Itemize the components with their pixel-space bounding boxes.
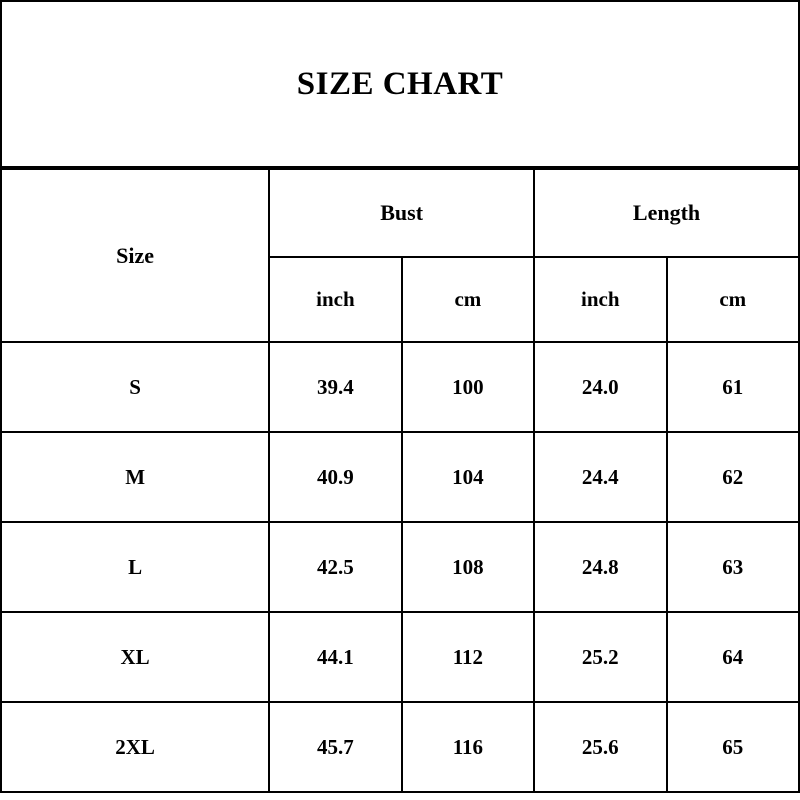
header-group-row: Size Bust Length — [0, 168, 800, 343]
cell-size: 2XL — [0, 701, 271, 793]
cell-bust-inch: 42.5 — [268, 521, 403, 613]
cell-length-cm: 62 — [665, 431, 800, 523]
cell-length-inch: 25.6 — [533, 701, 668, 793]
cell-size: M — [0, 431, 271, 523]
col-group-bust: Bust — [268, 168, 536, 258]
cell-size: XL — [0, 611, 271, 703]
header-units-row: inch cm inch cm — [1, 256, 800, 343]
col-header-length-inch: inch — [533, 256, 668, 343]
col-header-bust-inch: inch — [268, 256, 403, 343]
cell-bust-inch: 40.9 — [268, 431, 403, 523]
cell-bust-inch: 44.1 — [268, 611, 403, 703]
cell-size: L — [0, 521, 271, 613]
col-header-size: Size — [0, 168, 271, 343]
table-row: XL 44.1 112 25.2 64 — [0, 611, 800, 703]
table-row: 2XL 45.7 116 25.6 65 — [0, 701, 800, 793]
cell-length-cm: 64 — [665, 611, 800, 703]
table-row: M 40.9 104 24.4 62 — [0, 431, 800, 523]
cell-bust-cm: 100 — [400, 341, 536, 433]
cell-bust-cm: 112 — [400, 611, 536, 703]
page-title: SIZE CHART — [296, 65, 504, 102]
cell-length-inch: 24.4 — [533, 431, 668, 523]
cell-length-inch: 24.0 — [533, 341, 668, 433]
cell-bust-inch: 45.7 — [268, 701, 403, 793]
cell-length-cm: 65 — [665, 701, 800, 793]
size-table: Size Bust Length inch cm inch cm S 39.4 … — [0, 168, 800, 793]
title-box: SIZE CHART — [0, 0, 800, 168]
cell-bust-cm: 108 — [400, 521, 536, 613]
cell-bust-cm: 104 — [400, 431, 536, 523]
cell-size: S — [0, 341, 271, 433]
cell-bust-cm: 116 — [400, 701, 536, 793]
col-group-length: Length — [533, 168, 800, 258]
cell-length-cm: 61 — [665, 341, 800, 433]
col-header-length-cm: cm — [665, 256, 800, 343]
cell-length-inch: 25.2 — [533, 611, 668, 703]
cell-length-cm: 63 — [665, 521, 800, 613]
cell-bust-inch: 39.4 — [268, 341, 403, 433]
table-row: L 42.5 108 24.8 63 — [0, 521, 800, 613]
table-row: S 39.4 100 24.0 61 — [0, 341, 800, 433]
col-header-bust-cm: cm — [400, 256, 536, 343]
cell-length-inch: 24.8 — [533, 521, 668, 613]
